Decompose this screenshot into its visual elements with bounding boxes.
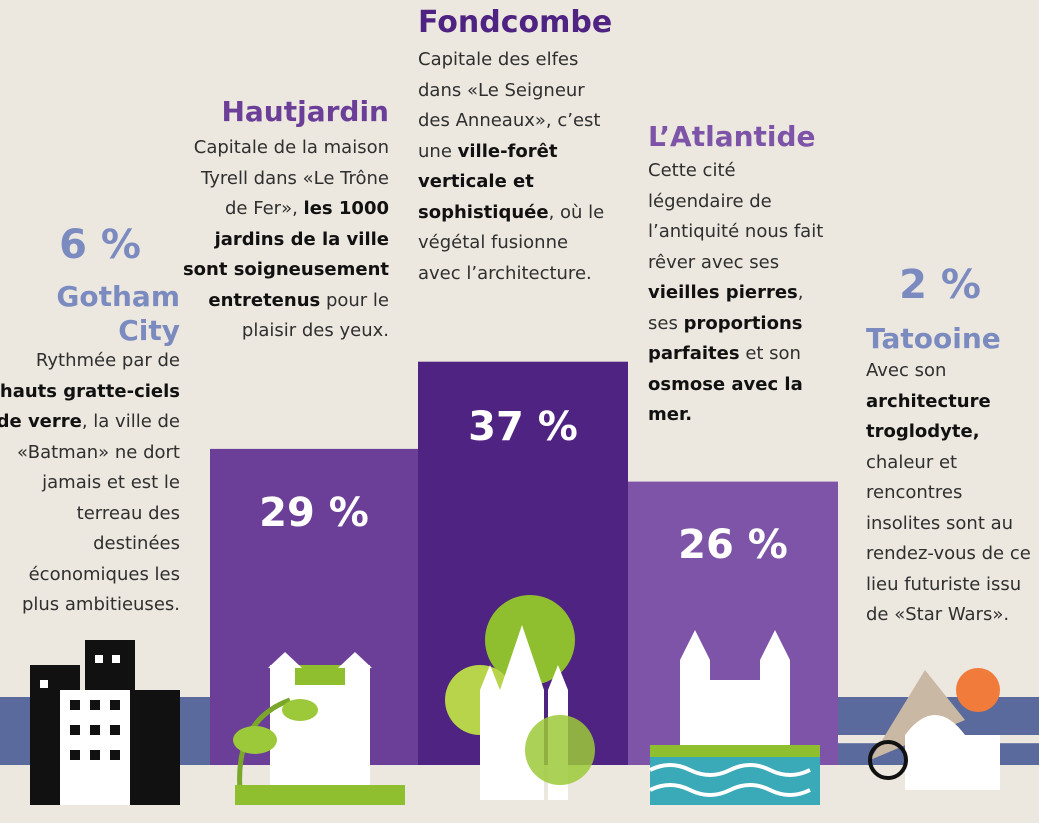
category-title: Gotham City bbox=[0, 280, 180, 348]
description: Avec son architecture troglodyte, chaleu… bbox=[866, 356, 1031, 631]
bold-text: vieilles pierres bbox=[648, 282, 798, 303]
category-title: Tatooine bbox=[866, 322, 1036, 356]
infographic: 6 % Gotham CityRythmée par de hauts gratt… bbox=[0, 0, 1039, 823]
text: , la ville de «Batman» ne dort jamais et… bbox=[17, 411, 180, 615]
category-title: L’Atlantide bbox=[648, 120, 868, 154]
category-title: Fondcombe bbox=[418, 6, 638, 40]
text: et son bbox=[740, 343, 801, 364]
value-label: 26 % bbox=[663, 522, 803, 568]
text: Rythmée par de bbox=[36, 350, 180, 371]
text: Cette cité légendaire de l’antiquité nou… bbox=[648, 160, 823, 273]
text: chaleur et rencontres insolites sont au … bbox=[866, 452, 1031, 626]
value-label: 6 % bbox=[30, 222, 170, 268]
category-title: Hautjardin bbox=[189, 95, 389, 129]
text: Avec son bbox=[866, 360, 946, 381]
description: Rythmée par de hauts gratte-ciels de ver… bbox=[0, 346, 180, 621]
value-label: 2 % bbox=[870, 262, 1010, 308]
bold-text: osmose avec la mer. bbox=[648, 374, 803, 426]
description: Capitale de la maison Tyrell dans «Le Tr… bbox=[179, 133, 389, 347]
value-label: 37 % bbox=[453, 404, 593, 450]
description: Cette cité légendaire de l’antiquité nou… bbox=[648, 156, 833, 431]
description: Capitale des elfes dans «Le Seigneur des… bbox=[418, 45, 613, 289]
value-label: 29 % bbox=[244, 490, 384, 536]
bold-text: architecture troglodyte, bbox=[866, 391, 991, 443]
